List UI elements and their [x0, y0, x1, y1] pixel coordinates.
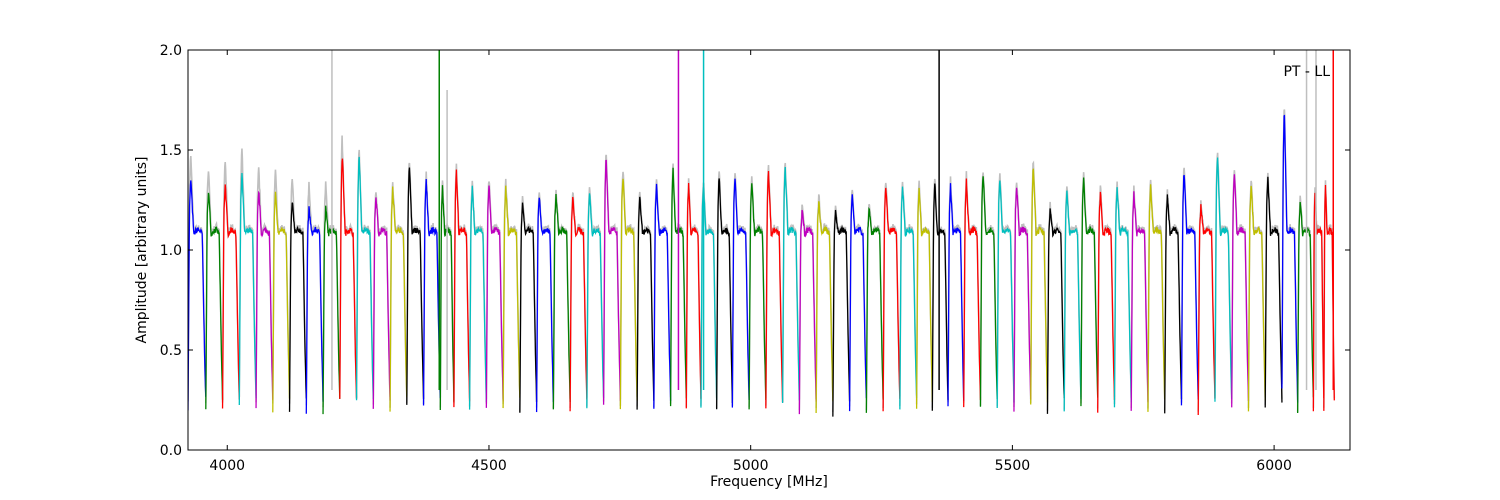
series-channel-line	[422, 178, 441, 406]
series-channel-line	[899, 186, 918, 410]
series-channel-line	[406, 167, 425, 405]
series-channel-line	[1030, 168, 1049, 405]
series-channel-line	[205, 192, 224, 410]
series-channel-line	[947, 183, 965, 407]
series-channel-line	[882, 187, 901, 412]
x-axis-ticks: 4000 4500 5000 5500 6000	[209, 50, 1292, 474]
series-channel-line	[1247, 185, 1266, 412]
series-channel-line	[1197, 204, 1216, 416]
y-tick-label: 1.0	[160, 243, 182, 259]
series-channel-line	[188, 180, 207, 411]
series-channel-line	[685, 182, 702, 409]
y-tick-label: 0.0	[160, 443, 182, 459]
y-tick-label: 0.5	[160, 343, 182, 359]
series-channel-line	[255, 190, 274, 409]
series-channel-line	[1264, 176, 1283, 408]
x-axis-label: Frequency [MHz]	[710, 474, 828, 490]
series-channel-line	[848, 194, 868, 412]
series-channel-line	[1180, 174, 1199, 406]
series-channel-line	[731, 178, 750, 408]
series-channel-line	[502, 185, 521, 409]
series-channel-line	[1097, 191, 1116, 413]
series-channel-line	[1130, 191, 1149, 411]
series-channel-line	[1312, 192, 1325, 412]
series-channel-line	[453, 169, 471, 408]
series-channel-line	[305, 206, 324, 414]
series-channel-line	[389, 186, 408, 412]
series-channel-line	[653, 183, 672, 409]
x-tick-label: 5000	[733, 458, 769, 474]
chart-annotation: PT - LL	[1283, 64, 1330, 80]
series-channel-line	[619, 178, 638, 410]
series-channel-line	[485, 185, 504, 408]
series-channel-line	[765, 171, 784, 409]
y-tick-label: 2.0	[160, 43, 182, 59]
series-channel-line	[748, 183, 767, 410]
y-axis-label: Amplitude [arbitrary units]	[134, 157, 150, 344]
spike-group	[331, 50, 1335, 390]
x-tick-label: 6000	[1256, 458, 1292, 474]
series-channel-line	[468, 185, 487, 410]
series-channel-line	[1164, 194, 1183, 414]
series-channel-line	[569, 196, 588, 412]
y-tick-label: 1.5	[160, 143, 182, 159]
series-channel-line	[915, 187, 933, 409]
series-channel-line	[519, 202, 538, 413]
series-channel-line	[238, 172, 257, 406]
series-channel-line	[963, 178, 982, 408]
series-channel-line	[1281, 114, 1299, 403]
series-channel-line	[716, 178, 734, 410]
series-channel-line	[832, 209, 851, 417]
x-tick-label: 5500	[995, 458, 1031, 474]
series-channel-line	[586, 193, 605, 409]
plot-area	[188, 50, 1336, 417]
x-tick-label: 4000	[209, 458, 245, 474]
series-channel-line	[1214, 157, 1233, 402]
series-channel-line	[1046, 208, 1065, 414]
x-tick-label: 4500	[471, 458, 507, 474]
series-channel-line	[1080, 177, 1099, 407]
series-channel-line	[1231, 174, 1250, 408]
series-channel-line	[931, 183, 949, 411]
series-channel-line	[1297, 201, 1315, 414]
series-channel-line	[636, 196, 655, 410]
series-channel-line	[272, 191, 291, 413]
series-channel-line	[798, 209, 817, 415]
series-channel-line	[781, 166, 801, 404]
series-channel-line	[288, 202, 307, 412]
series-channel-line	[865, 206, 884, 413]
series-channel-line	[372, 197, 391, 409]
series-channel-line	[339, 158, 358, 400]
series-group	[188, 114, 1335, 417]
series-channel-line	[1063, 190, 1082, 412]
series-channel-line	[979, 176, 998, 407]
series-channel-line	[221, 184, 240, 409]
series-channel-line	[996, 180, 1015, 408]
y-axis-ticks: 0.0 0.5 1.0 1.5 2.0	[160, 43, 1350, 459]
series-channel-line	[535, 197, 554, 413]
series-channel-line	[355, 156, 374, 401]
series-channel-line	[815, 201, 834, 413]
series-channel-line	[1147, 184, 1166, 412]
series-channel-line	[552, 194, 571, 410]
series-channel-line	[602, 159, 621, 405]
series-channel-line	[1113, 187, 1132, 408]
series-channel-line	[1013, 187, 1032, 412]
